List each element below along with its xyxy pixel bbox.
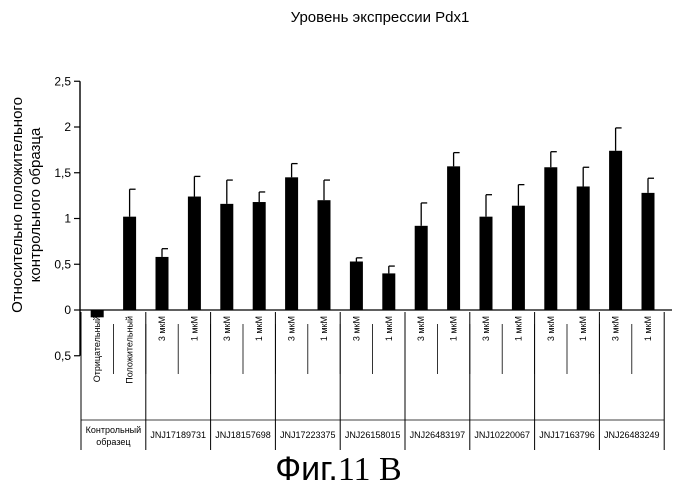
y-tick-label: 0,5 [54,257,71,271]
chart-title: Уровень экспрессии Pdx1 [291,9,470,26]
category-label: 3 мкМ [222,316,232,341]
category-label: 1 мкМ [513,316,523,341]
figure-caption: Фиг.11 B [0,450,677,489]
group-label: образец [96,437,130,447]
category-label: 3 мкМ [481,316,491,341]
bar [447,166,460,310]
group-label: JNJ26483249 [604,430,660,440]
category-label: 3 мкМ [546,316,556,341]
y-axis-label-line1: Относительно положительного [9,97,26,313]
caption-word: Фиг. [275,450,338,488]
bar [188,197,201,310]
caption-number: 11 B [338,451,402,488]
category-label: 1 мкМ [254,316,264,341]
bar [480,217,493,310]
bar [123,217,136,310]
group-label: Контрольный [86,425,142,435]
group-label: JNJ26483197 [410,430,466,440]
bar [512,206,525,310]
category-label: Положительный [125,316,135,384]
y-tick-label: 2 [64,120,71,134]
bar [415,226,428,310]
bar [382,273,395,310]
y-tick-label: 2,5 [54,74,71,88]
group-label: JNJ18157698 [215,430,271,440]
chart: Уровень экспрессии Pdx1 Относительно пол… [0,0,677,450]
bar [285,177,298,310]
category-label: 3 мкМ [287,316,297,341]
bars [91,128,655,317]
category-label: 1 мкМ [319,316,329,341]
bar [544,167,557,310]
bar [577,186,590,310]
group-label: JNJ10220067 [474,430,530,440]
bar [350,262,363,310]
category-label: 1 мкМ [189,316,199,341]
y-tick-label: 1 [64,212,71,226]
category-labels: Отрицательный Положительный 3 мкМ 1 мкМ 3 мк… [81,312,664,450]
y-tick-label: 1,5 [54,166,71,180]
y-tick-label: 0,5 [54,349,71,363]
y-tick-label: 0 [64,303,71,317]
bar [318,200,331,310]
bar [609,151,622,310]
group-label: JNJ17223375 [280,430,336,440]
category-label: 1 мкМ [643,316,653,341]
category-label: 3 мкМ [611,316,621,341]
bar [642,193,655,310]
y-axis-label-line2: контрольного образца [27,127,44,282]
category-label: 3 мкМ [416,316,426,341]
category-label: 1 мкМ [384,316,394,341]
bar [253,202,266,310]
category-label: 3 мкМ [351,316,361,341]
group-label: JNJ17163796 [539,430,595,440]
category-label: 1 мкМ [578,316,588,341]
group-label: JNJ26158015 [345,430,401,440]
group-label: JNJ17189731 [150,430,206,440]
category-label: Отрицательный [92,316,102,382]
category-label: 3 мкМ [157,316,167,341]
category-label: 1 мкМ [449,316,459,341]
bar [220,204,233,310]
bar [156,257,169,310]
